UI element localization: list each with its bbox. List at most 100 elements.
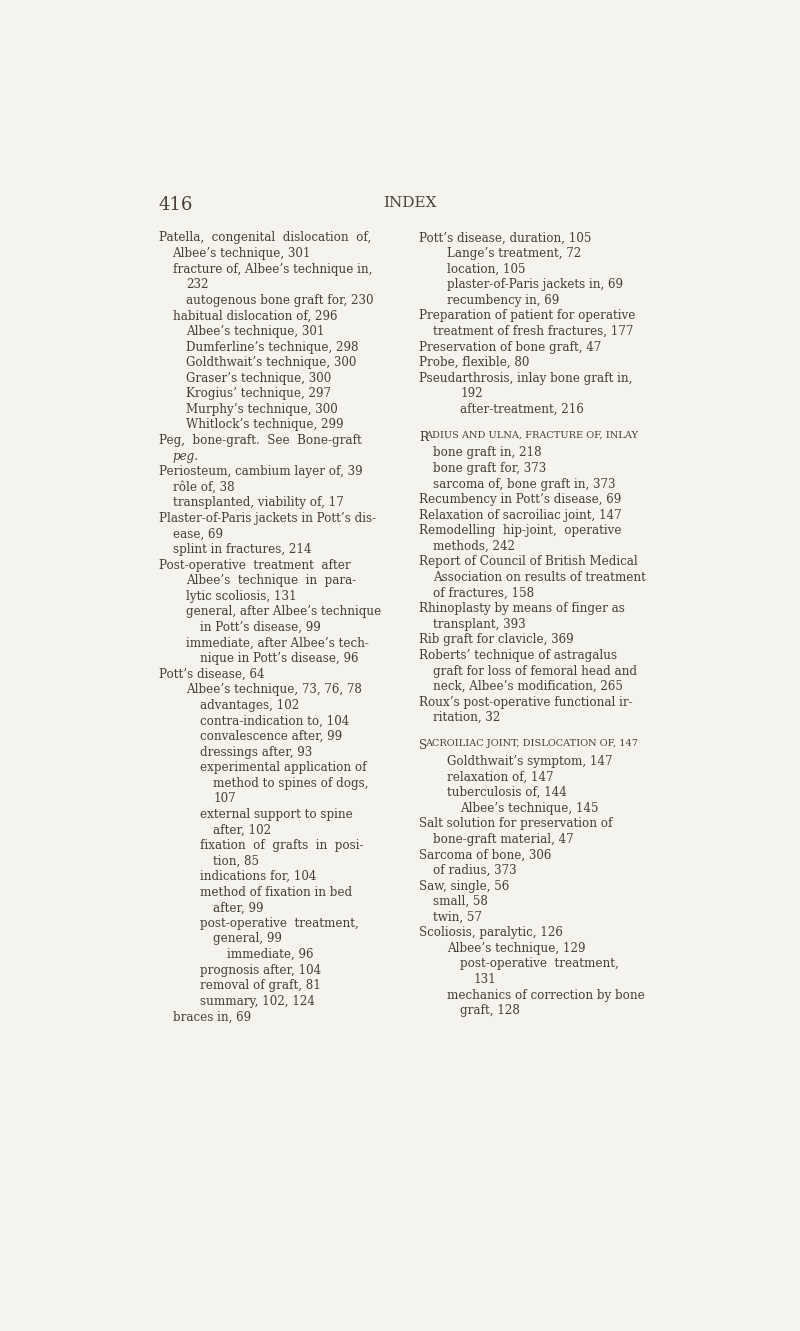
Text: small, 58: small, 58 <box>433 894 488 908</box>
Text: lytic scoliosis, 131: lytic scoliosis, 131 <box>186 590 297 603</box>
Text: 416: 416 <box>159 196 194 213</box>
Text: tuberculosis of, 144: tuberculosis of, 144 <box>446 787 566 799</box>
Text: peg.: peg. <box>173 450 198 463</box>
Text: fixation  of  grafts  in  posi-: fixation of grafts in posi- <box>200 839 363 852</box>
Text: fracture of, Albee’s technique in,: fracture of, Albee’s technique in, <box>173 262 372 276</box>
Text: 192: 192 <box>460 387 483 401</box>
Text: bone-graft material, 47: bone-graft material, 47 <box>433 833 574 845</box>
Text: Post-operative  treatment  after: Post-operative treatment after <box>159 559 350 571</box>
Text: transplant, 393: transplant, 393 <box>433 618 526 631</box>
Text: Recumbency in Pott’s disease, 69: Recumbency in Pott’s disease, 69 <box>419 494 622 506</box>
Text: INDEX: INDEX <box>383 196 437 209</box>
Text: convalescence after, 99: convalescence after, 99 <box>200 729 342 743</box>
Text: Roberts’ technique of astragalus: Roberts’ technique of astragalus <box>419 650 618 662</box>
Text: Whitlock’s technique, 299: Whitlock’s technique, 299 <box>186 418 344 431</box>
Text: Murphy’s technique, 300: Murphy’s technique, 300 <box>186 403 338 415</box>
Text: method to spines of dogs,: method to spines of dogs, <box>214 777 369 789</box>
Text: nique in Pott’s disease, 96: nique in Pott’s disease, 96 <box>200 652 358 666</box>
Text: location, 105: location, 105 <box>446 262 525 276</box>
Text: graft for loss of femoral head and: graft for loss of femoral head and <box>433 664 637 677</box>
Text: Goldthwait’s symptom, 147: Goldthwait’s symptom, 147 <box>446 755 612 768</box>
Text: Albee’s technique, 301: Albee’s technique, 301 <box>186 325 325 338</box>
Text: contra-indication to, 104: contra-indication to, 104 <box>200 715 349 727</box>
Text: Graser’s technique, 300: Graser’s technique, 300 <box>186 371 331 385</box>
Text: 232: 232 <box>186 278 209 291</box>
Text: immediate, after Albee’s tech-: immediate, after Albee’s tech- <box>186 636 369 650</box>
Text: Peg,  bone-graft.  See  Bone-graft: Peg, bone-graft. See Bone-graft <box>159 434 362 447</box>
Text: indications for, 104: indications for, 104 <box>200 870 316 884</box>
Text: removal of graft, 81: removal of graft, 81 <box>200 980 321 992</box>
Text: Probe, flexible, 80: Probe, flexible, 80 <box>419 357 530 369</box>
Text: Rib graft for clavicle, 369: Rib graft for clavicle, 369 <box>419 634 574 647</box>
Text: braces in, 69: braces in, 69 <box>173 1010 250 1024</box>
Text: Remodelling  hip-joint,  operative: Remodelling hip-joint, operative <box>419 524 622 538</box>
Text: general, after Albee’s technique: general, after Albee’s technique <box>186 606 382 619</box>
Text: Report of Council of British Medical: Report of Council of British Medical <box>419 555 638 568</box>
Text: 131: 131 <box>474 973 497 986</box>
Text: after, 99: after, 99 <box>214 901 264 914</box>
Text: bone graft for, 373: bone graft for, 373 <box>433 462 546 475</box>
Text: plaster-of-Paris jackets in, 69: plaster-of-Paris jackets in, 69 <box>446 278 622 291</box>
Text: Pseudarthrosis, inlay bone graft in,: Pseudarthrosis, inlay bone graft in, <box>419 371 633 385</box>
Text: after-treatment, 216: after-treatment, 216 <box>460 403 584 415</box>
Text: rôle of, 38: rôle of, 38 <box>173 480 234 494</box>
Text: sarcoma of, bone graft in, 373: sarcoma of, bone graft in, 373 <box>433 478 615 491</box>
Text: habitual dislocation of, 296: habitual dislocation of, 296 <box>173 309 337 322</box>
Text: external support to spine: external support to spine <box>200 808 353 821</box>
Text: Albee’s  technique  in  para-: Albee’s technique in para- <box>186 574 357 587</box>
Text: method of fixation in bed: method of fixation in bed <box>200 885 352 898</box>
Text: 107: 107 <box>214 792 236 805</box>
Text: ease, 69: ease, 69 <box>173 527 222 540</box>
Text: Saw, single, 56: Saw, single, 56 <box>419 880 510 893</box>
Text: immediate, 96: immediate, 96 <box>227 948 314 961</box>
Text: in Pott’s disease, 99: in Pott’s disease, 99 <box>200 620 321 634</box>
Text: graft, 128: graft, 128 <box>460 1004 520 1017</box>
Text: of fractures, 158: of fractures, 158 <box>433 587 534 600</box>
Text: Albee’s technique, 73, 76, 78: Albee’s technique, 73, 76, 78 <box>186 683 362 696</box>
Text: R: R <box>419 431 428 443</box>
Text: Salt solution for preservation of: Salt solution for preservation of <box>419 817 613 831</box>
Text: post-operative  treatment,: post-operative treatment, <box>200 917 358 930</box>
Text: advantages, 102: advantages, 102 <box>200 699 299 712</box>
Text: Dumferline’s technique, 298: Dumferline’s technique, 298 <box>186 341 358 354</box>
Text: Albee’s technique, 145: Albee’s technique, 145 <box>460 801 598 815</box>
Text: Periosteum, cambium layer of, 39: Periosteum, cambium layer of, 39 <box>159 465 362 478</box>
Text: methods, 242: methods, 242 <box>433 540 515 552</box>
Text: Pott’s disease, duration, 105: Pott’s disease, duration, 105 <box>419 232 592 245</box>
Text: Sarcoma of bone, 306: Sarcoma of bone, 306 <box>419 848 552 861</box>
Text: post-operative  treatment,: post-operative treatment, <box>460 957 619 970</box>
Text: Goldthwait’s technique, 300: Goldthwait’s technique, 300 <box>186 357 357 369</box>
Text: Scoliosis, paralytic, 126: Scoliosis, paralytic, 126 <box>419 926 563 940</box>
Text: ACROILIAC JOINT, DISLOCATION OF, 147: ACROILIAC JOINT, DISLOCATION OF, 147 <box>426 739 638 748</box>
Text: Patella,  congenital  dislocation  of,: Patella, congenital dislocation of, <box>159 232 371 245</box>
Text: dressings after, 93: dressings after, 93 <box>200 745 312 759</box>
Text: S: S <box>419 739 427 752</box>
Text: prognosis after, 104: prognosis after, 104 <box>200 964 321 977</box>
Text: Roux’s post-operative functional ir-: Roux’s post-operative functional ir- <box>419 696 633 708</box>
Text: recumbency in, 69: recumbency in, 69 <box>446 294 559 306</box>
Text: ritation, 32: ritation, 32 <box>433 711 500 724</box>
Text: autogenous bone graft for, 230: autogenous bone graft for, 230 <box>186 294 374 306</box>
Text: Association on results of treatment: Association on results of treatment <box>433 571 646 584</box>
Text: ADIUS AND ULNA, FRACTURE OF, INLAY: ADIUS AND ULNA, FRACTURE OF, INLAY <box>426 431 638 439</box>
Text: Rhinoplasty by means of finger as: Rhinoplasty by means of finger as <box>419 602 625 615</box>
Text: general, 99: general, 99 <box>214 933 282 945</box>
Text: neck, Albee’s modification, 265: neck, Albee’s modification, 265 <box>433 680 623 693</box>
Text: Preservation of bone graft, 47: Preservation of bone graft, 47 <box>419 341 602 354</box>
Text: splint in fractures, 214: splint in fractures, 214 <box>173 543 311 556</box>
Text: bone graft in, 218: bone graft in, 218 <box>433 446 542 459</box>
Text: mechanics of correction by bone: mechanics of correction by bone <box>446 989 644 1001</box>
Text: twin, 57: twin, 57 <box>433 910 482 924</box>
Text: Lange’s treatment, 72: Lange’s treatment, 72 <box>446 248 581 260</box>
Text: transplanted, viability of, 17: transplanted, viability of, 17 <box>173 496 343 510</box>
Text: experimental application of: experimental application of <box>200 761 366 775</box>
Text: Relaxation of sacroiliac joint, 147: Relaxation of sacroiliac joint, 147 <box>419 508 622 522</box>
Text: Albee’s technique, 301: Albee’s technique, 301 <box>173 248 311 260</box>
Text: Pott’s disease, 64: Pott’s disease, 64 <box>159 668 264 680</box>
Text: after, 102: after, 102 <box>214 824 271 836</box>
Text: relaxation of, 147: relaxation of, 147 <box>446 771 553 784</box>
Text: treatment of fresh fractures, 177: treatment of fresh fractures, 177 <box>433 325 634 338</box>
Text: Plaster-of-Paris jackets in Pott’s dis-: Plaster-of-Paris jackets in Pott’s dis- <box>159 512 376 524</box>
Text: of radius, 373: of radius, 373 <box>433 864 517 877</box>
Text: Albee’s technique, 129: Albee’s technique, 129 <box>446 942 585 954</box>
